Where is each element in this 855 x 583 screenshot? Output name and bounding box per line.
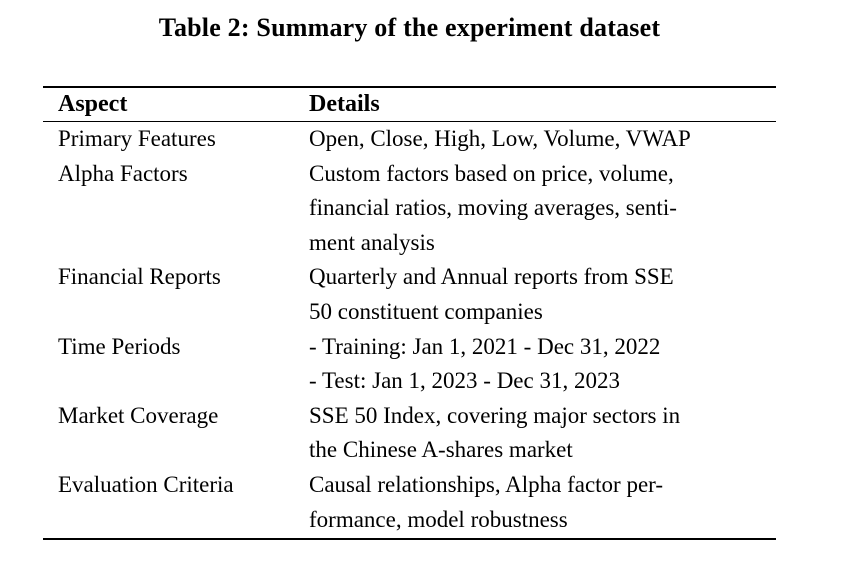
details-cell: Causal relationships, Alpha factor per- … [309, 468, 776, 537]
table-row: Primary Features Open, Close, High, Low,… [43, 122, 776, 157]
table-row: Evaluation Criteria Causal relationships… [43, 468, 776, 537]
aspect-cell: Financial Reports [58, 264, 221, 290]
details-line: Quarterly and Annual reports from SSE [309, 264, 674, 290]
details-line: ment analysis [309, 229, 435, 255]
details-cell: Quarterly and Annual reports from SSE 50… [309, 260, 776, 329]
table-row: Market Coverage SSE 50 Index, covering m… [43, 399, 776, 468]
aspect-cell: Alpha Factors [58, 160, 188, 186]
table-body: Primary Features Open, Close, High, Low,… [43, 122, 776, 538]
details-line: formance, model robustness [309, 506, 568, 532]
table-header-row: Aspect Details [43, 88, 776, 122]
details-cell: - Training: Jan 1, 2021 - Dec 31, 2022 -… [309, 330, 776, 399]
details-line: - Test: Jan 1, 2023 - Dec 31, 2023 [309, 368, 620, 394]
header-aspect: Aspect [58, 91, 128, 117]
details-line: the Chinese A-shares market [309, 437, 573, 463]
table-row: Alpha Factors Custom factors based on pr… [43, 157, 776, 261]
details-line: Causal relationships, Alpha factor per- [309, 471, 664, 497]
experiment-dataset-table: Aspect Details Primary Features Open, Cl… [43, 86, 776, 541]
aspect-cell: Evaluation Criteria [58, 471, 234, 497]
details-line: SSE 50 Index, covering major sectors in [309, 402, 681, 428]
details-line: - Training: Jan 1, 2021 - Dec 31, 2022 [309, 333, 661, 359]
aspect-cell: Primary Features [58, 126, 216, 151]
details-line: Open, Close, High, Low, Volume, VWAP [309, 126, 691, 151]
details-cell: Open, Close, High, Low, Volume, VWAP [309, 122, 776, 157]
table-row: Financial Reports Quarterly and Annual r… [43, 260, 776, 329]
details-cell: Custom factors based on price, volume, f… [309, 157, 776, 261]
details-line: financial ratios, moving averages, senti… [309, 195, 677, 221]
details-line: Custom factors based on price, volume, [309, 160, 674, 186]
details-cell: SSE 50 Index, covering major sectors in … [309, 399, 776, 468]
table-caption: Table 2: Summary of the experiment datas… [158, 13, 661, 42]
table-row: Time Periods - Training: Jan 1, 2021 - D… [43, 330, 776, 399]
details-line: 50 constituent companies [309, 298, 543, 324]
aspect-cell: Market Coverage [58, 402, 219, 428]
header-details: Details [309, 91, 380, 117]
aspect-cell: Time Periods [58, 333, 181, 359]
